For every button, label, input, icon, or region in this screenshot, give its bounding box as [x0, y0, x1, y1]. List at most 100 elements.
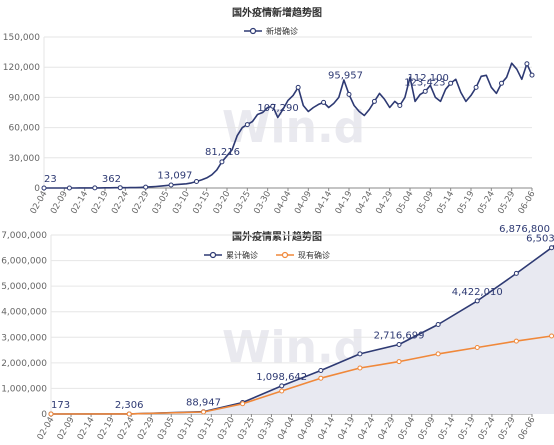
data-point[interactable] — [435, 322, 441, 327]
top-legend-label: 新增确诊 — [266, 26, 298, 36]
data-point[interactable] — [244, 122, 250, 128]
top-xtick-label: 03-25 — [232, 189, 253, 215]
top-xtick-label: 04-09 — [293, 190, 314, 216]
bottom-xtick-label: 02-29 — [136, 416, 157, 442]
data-point[interactable] — [513, 270, 519, 276]
top-ytick-label: 0 — [34, 184, 40, 194]
data-point[interactable] — [92, 185, 98, 191]
data-point[interactable] — [168, 182, 174, 188]
top-xtick-label: 05-09 — [415, 190, 436, 216]
bottom-xtick-label: 04-04 — [276, 416, 297, 442]
data-label: 4,422,010 — [452, 287, 503, 298]
top-legend[interactable]: 新增确诊 — [244, 26, 298, 36]
data-label: 6,503,424 — [526, 234, 554, 245]
data-point[interactable] — [295, 84, 301, 90]
bottom-legend-marker-cumulative — [209, 251, 217, 259]
data-point[interactable] — [549, 245, 554, 251]
data-point[interactable] — [143, 184, 149, 190]
data-point[interactable] — [397, 102, 403, 108]
bottom-xtick-label: 04-09 — [296, 416, 317, 442]
data-label: 1,098,642 — [256, 372, 307, 383]
data-point[interactable] — [529, 72, 535, 78]
data-point[interactable] — [194, 178, 199, 184]
bottom-xtick-label: 05-24 — [477, 415, 498, 441]
top-chart-title: 国外疫情新增趋势图 — [232, 6, 322, 19]
top-ytick-label: 60,000 — [9, 124, 41, 134]
data-point[interactable] — [48, 411, 54, 417]
data-point[interactable] — [422, 88, 428, 94]
top-xtick-label: 04-04 — [273, 190, 294, 216]
data-point[interactable] — [357, 351, 363, 357]
bottom-legend-label-cumulative: 累计确诊 — [226, 250, 258, 260]
data-label: 81,216 — [205, 147, 240, 158]
data-point[interactable] — [321, 99, 327, 105]
data-point[interactable] — [279, 383, 285, 389]
data-label: 173 — [51, 400, 70, 411]
data-point[interactable] — [279, 388, 285, 394]
top-xtick-label: 03-20 — [212, 190, 233, 216]
bottom-xtick-label: 02-14 — [76, 416, 97, 442]
data-point[interactable] — [396, 342, 402, 348]
data-point[interactable] — [549, 333, 554, 339]
data-point[interactable] — [240, 401, 246, 407]
bottom-xtick-label: 05-09 — [416, 416, 437, 442]
bottom-ytick-label: 0 — [41, 410, 47, 420]
data-point[interactable] — [318, 375, 324, 381]
bottom-legend-marker-existing — [281, 251, 289, 259]
data-point[interactable] — [201, 409, 207, 415]
bottom-ytick-label: 3,000,000 — [1, 333, 47, 343]
data-point[interactable] — [513, 338, 519, 344]
bottom-ytick-label: 6,000,000 — [1, 257, 47, 267]
top-xtick-label: 03-30 — [252, 190, 273, 216]
bottom-xtick-label: 03-30 — [256, 416, 277, 442]
data-point[interactable] — [474, 298, 480, 304]
data-label: 13,097 — [157, 171, 192, 182]
data-label: 362 — [102, 174, 121, 185]
top-ytick-label: 150,000 — [3, 33, 40, 43]
data-label: 112,100 — [407, 73, 448, 84]
top-xtick-label: 04-24 — [354, 190, 375, 216]
bottom-xtick-label: 03-25 — [236, 416, 257, 442]
bottom-ytick-label: 1,000,000 — [1, 384, 47, 394]
bottom-chart: Win.d 国外疫情累计趋势图 累计确诊 现有确诊 01,000,0002,00… — [1, 224, 554, 442]
data-point[interactable] — [524, 61, 530, 67]
bottom-xtick-label: 04-29 — [376, 416, 397, 442]
data-point[interactable] — [357, 365, 363, 371]
data-point[interactable] — [66, 185, 72, 191]
data-point[interactable] — [346, 91, 352, 97]
data-point[interactable] — [117, 185, 123, 191]
data-point[interactable] — [473, 84, 479, 90]
data-point[interactable] — [396, 359, 402, 365]
top-ytick-label: 30,000 — [9, 154, 41, 164]
data-point[interactable] — [318, 368, 324, 374]
data-point[interactable] — [435, 351, 441, 357]
bottom-xtick-label: 02-09 — [56, 416, 77, 442]
data-point[interactable] — [499, 80, 504, 86]
top-xtick-label: 02-19 — [90, 190, 111, 216]
data-point[interactable] — [474, 345, 480, 351]
data-point[interactable] — [41, 185, 47, 191]
bottom-ytick-label: 2,000,000 — [1, 359, 47, 369]
data-label: 2,716,699 — [374, 331, 425, 342]
bottom-xtick-label: 05-29 — [497, 416, 518, 442]
top-xtick-label: 02-24 — [110, 190, 131, 216]
bottom-legend-label-existing: 现有确诊 — [298, 250, 330, 260]
data-point[interactable] — [371, 98, 377, 104]
top-xtick-label: 03-10 — [171, 190, 192, 216]
top-xtick-label: 05-29 — [496, 190, 517, 216]
data-point[interactable] — [219, 159, 225, 165]
data-point[interactable] — [270, 103, 276, 109]
top-xtick-label: 04-14 — [313, 190, 334, 216]
cumulative-area-fill — [51, 245, 554, 414]
bottom-xtick-label: 02-19 — [96, 416, 117, 442]
top-xtick-label: 05-14 — [435, 190, 456, 216]
data-point[interactable] — [448, 80, 454, 86]
bottom-legend[interactable]: 累计确诊 现有确诊 — [204, 250, 330, 260]
data-label: 2,306 — [115, 400, 144, 411]
data-label: 23 — [44, 174, 57, 185]
data-point[interactable] — [126, 411, 132, 417]
top-xtick-label: 02-14 — [69, 190, 90, 216]
data-label: 123,423 — [404, 78, 445, 89]
bottom-xtick-label: 03-05 — [156, 416, 177, 442]
